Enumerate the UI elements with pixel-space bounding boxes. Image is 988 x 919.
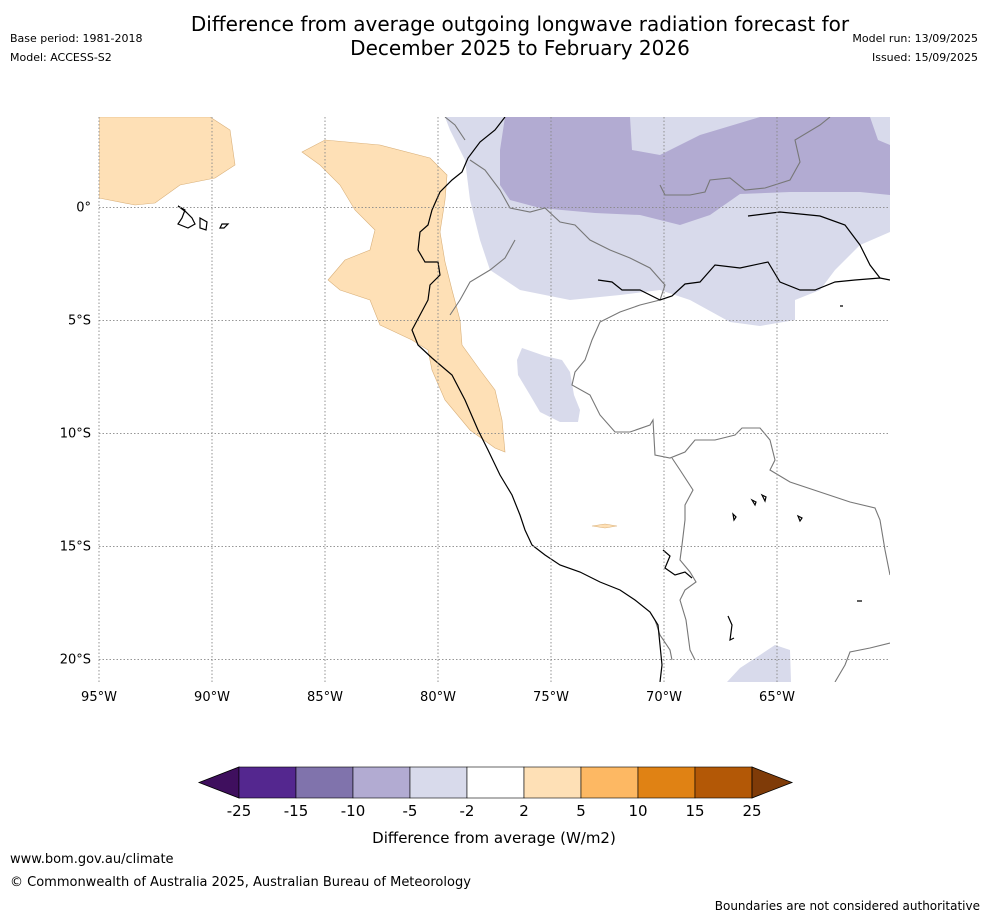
latitude-label: 5°S	[68, 313, 91, 328]
issued-date: Issued: 15/09/2025	[871, 51, 978, 64]
longitude-label: 70°W	[646, 690, 682, 705]
footer-note: Boundaries are not considered authoritat…	[714, 899, 980, 913]
gridlines	[98, 117, 890, 682]
longitude-label: 90°W	[194, 690, 230, 705]
latitude-label: 10°S	[60, 426, 91, 441]
anomaly-region-negative	[500, 117, 890, 225]
colorbar-extend-max	[751, 766, 794, 799]
colorbar-swatch	[409, 766, 468, 799]
anomaly-region-negative-light	[727, 645, 791, 682]
colorbar-swatch	[580, 766, 639, 799]
colorbar-tick-label: -2	[460, 802, 475, 820]
longitude-label: 75°W	[533, 690, 569, 705]
colorbar-swatch	[523, 766, 582, 799]
coastline	[177, 117, 890, 682]
country-boundaries	[444, 117, 890, 682]
colorbar-extend-min	[197, 766, 240, 799]
longitude-label: 95°W	[81, 690, 117, 705]
colorbar-tick-label: -10	[341, 802, 366, 820]
colorbar-tick-label: -25	[227, 802, 252, 820]
title-line-1: Difference from average outgoing longwav…	[190, 12, 850, 36]
colorbar-tick-label: 25	[742, 802, 761, 820]
title-line-2: December 2025 to February 2026	[350, 36, 690, 60]
colorbar-tick-label: 2	[519, 802, 529, 820]
colorbar-swatch	[694, 766, 753, 799]
latitude-label: 15°S	[60, 539, 91, 554]
longitude-label: 80°W	[420, 690, 456, 705]
chart-title: Difference from average outgoing longwav…	[0, 12, 988, 60]
colorbar-swatch	[238, 766, 297, 799]
footer-copyright: © Commonwealth of Australia 2025, Austra…	[10, 875, 471, 890]
colorbar-swatch	[466, 766, 525, 799]
model-name: Model: ACCESS-S2	[10, 51, 112, 64]
colorbar-tick-label: 10	[628, 802, 647, 820]
colorbar-tick-label: 5	[576, 802, 586, 820]
colorbar-label: Difference from average (W/m2)	[372, 829, 616, 847]
latitude-label: 20°S	[60, 652, 91, 667]
model-run: Model run: 13/09/2025	[852, 32, 978, 45]
anomaly-region-positive	[99, 117, 236, 206]
footer-url[interactable]: www.bom.gov.au/climate	[10, 852, 174, 867]
longitude-label: 65°W	[759, 690, 795, 705]
colorbar-swatch	[637, 766, 696, 799]
longitude-label: 85°W	[307, 690, 343, 705]
colorbar-tick-label: 15	[685, 802, 704, 820]
anomaly-region-negative-light	[517, 348, 580, 422]
anomaly-region-positive	[591, 523, 618, 529]
colorbar-swatch	[295, 766, 354, 799]
latitude-labels: 0° 5°S 10°S 15°S 20°S	[60, 200, 91, 667]
base-period: Base period: 1981-2018	[10, 32, 143, 45]
colorbar: -25 -15 -10 -5 -2 2 5 10 15 25	[197, 766, 794, 820]
map-area	[99, 117, 890, 682]
colorbar-swatch	[352, 766, 411, 799]
colorbar-tick-label: -15	[284, 802, 309, 820]
longitude-labels: 95°W 90°W 85°W 80°W 75°W 70°W 65°W	[81, 690, 795, 705]
latitude-label: 0°	[76, 200, 91, 215]
colorbar-tick-label: -5	[403, 802, 418, 820]
